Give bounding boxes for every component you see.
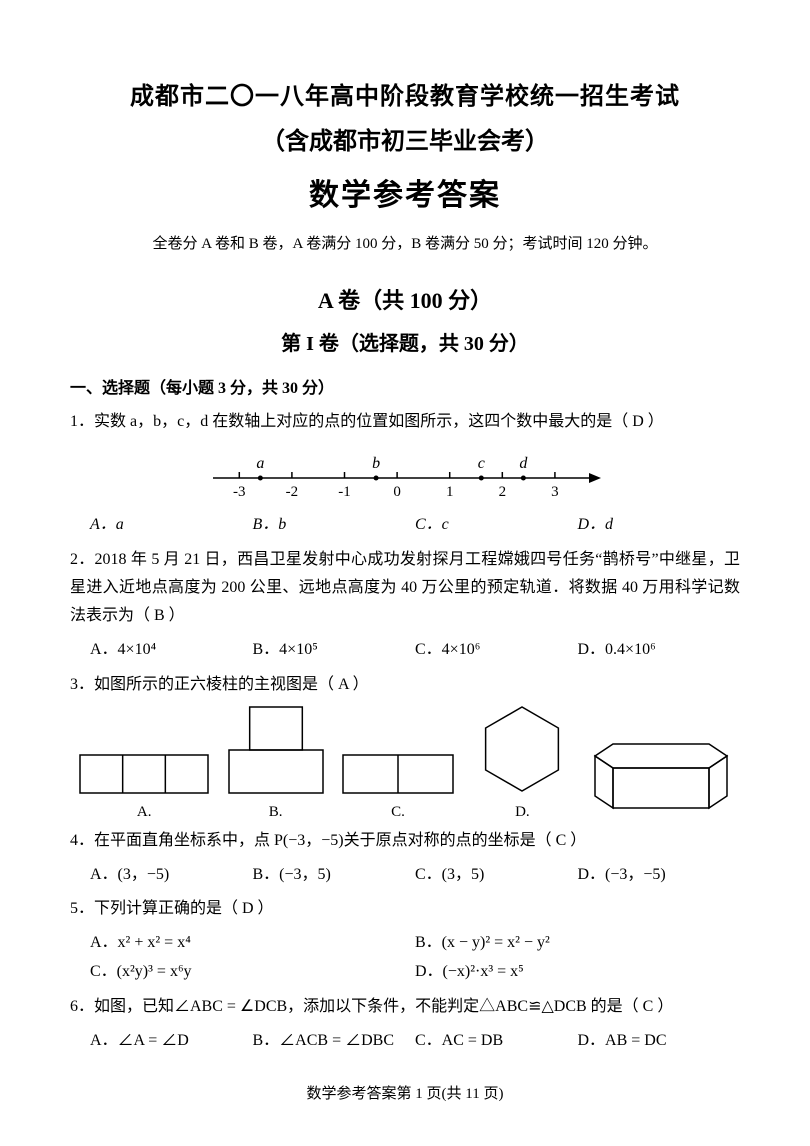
svg-text:a: a: [256, 455, 264, 472]
q2-opt-a: A．4×10⁴: [90, 636, 253, 665]
svg-text:-3: -3: [233, 484, 246, 500]
svg-text:-2: -2: [286, 484, 299, 500]
q1-options: A．a B．b C．c D．d: [90, 511, 740, 540]
mc-heading: 一、选择题（每小题 3 分，共 30 分）: [70, 374, 740, 398]
q5-opt-c: C．(x²y)³ = x⁶y: [90, 958, 415, 987]
q5-stem: 5．下列计算正确的是（ D ）: [70, 895, 740, 923]
page: 成都市二〇一八年高中阶段教育学校统一招生考试 （含成都市初三毕业会考） 数学参考…: [0, 0, 810, 1146]
q5-opt-d: D．(−x)²·x³ = x⁵: [415, 958, 740, 987]
q3-shape-a: A.: [79, 705, 209, 821]
q6-opt-b: B．∠ACB = ∠DBC: [253, 1027, 416, 1056]
q3-shape-b: B.: [228, 705, 324, 821]
q4-opt-b: B．(−3，5): [253, 861, 416, 890]
q3-label-b: B.: [228, 804, 324, 821]
q3-stem: 3．如图所示的正六棱柱的主视图是（ A ）: [70, 671, 740, 699]
exam-info: 全卷分 A 卷和 B 卷，A 卷满分 100 分，B 卷满分 50 分；考试时间…: [70, 232, 740, 253]
q1-opt-d: D．d: [578, 511, 741, 540]
svg-text:0: 0: [393, 484, 401, 500]
q2-opt-b: B．4×10⁵: [253, 636, 416, 665]
q1-opt-b: B．b: [253, 511, 416, 540]
title-line-3: 数学参考答案: [70, 170, 740, 214]
q2-opt-d: D．0.4×10⁶: [578, 636, 741, 665]
part1-label: 第 I 卷（选择题，共 30 分）: [70, 327, 740, 356]
q1-stem: 1．实数 a，b，c，d 在数轴上对应的点的位置如图所示，这四个数中最大的是（ …: [70, 408, 740, 436]
svg-text:2: 2: [499, 484, 507, 500]
svg-text:b: b: [372, 455, 380, 472]
q6-stem: 6．如图，已知∠ABC = ∠DCB，添加以下条件，不能判定△ABC≌△DCB …: [70, 993, 740, 1021]
q6-opt-c: C．AC = DB: [415, 1027, 578, 1056]
q4-opt-c: C．(3，5): [415, 861, 578, 890]
svg-text:1: 1: [446, 484, 454, 500]
q2-options: A．4×10⁴ B．4×10⁵ C．4×10⁶ D．0.4×10⁶: [90, 636, 740, 665]
q6-opt-d: D．AB = DC: [578, 1027, 741, 1056]
q2-opt-c: C．4×10⁶: [415, 636, 578, 665]
q1-number-line: -3 -2 -1 0 1 2 3 a b c d: [70, 442, 740, 507]
title-line-1: 成都市二〇一八年高中阶段教育学校统一招生考试: [70, 76, 740, 111]
q1-opt-a: A．a: [90, 511, 253, 540]
number-line-svg: -3 -2 -1 0 1 2 3 a b c d: [195, 442, 615, 502]
q6-opt-a: A．∠A = ∠D: [90, 1027, 253, 1056]
q2-stem: 2．2018 年 5 月 21 日，西昌卫星发射中心成功发射探月工程嫦娥四号任务…: [70, 546, 740, 630]
q3-label-a: A.: [79, 804, 209, 821]
q4-opt-d: D．(−3，−5): [578, 861, 741, 890]
q3-label-c: C.: [342, 804, 454, 821]
q4-stem: 4．在平面直角坐标系中，点 P(−3，−5)关于原点对称的点的坐标是（ C ）: [70, 827, 740, 855]
shape-rect3-icon: [79, 705, 209, 795]
q3-shape-solid: [591, 722, 731, 821]
q4-options: A．(3，−5) B．(−3，5) C．(3，5) D．(−3，−5): [90, 861, 740, 890]
q5-options: A．x² + x² = x⁴ B．(x − y)² = x² − y² C．(x…: [90, 929, 740, 987]
svg-text:-1: -1: [338, 484, 351, 500]
shape-hexagon-icon: [472, 705, 572, 795]
svg-text:d: d: [519, 455, 528, 472]
shape-hexprism-icon: [591, 722, 731, 812]
svg-text:c: c: [478, 455, 485, 472]
shape-rectT-icon: [228, 705, 324, 795]
q5-opt-b: B．(x − y)² = x² − y²: [415, 929, 740, 958]
q3-label-d: D.: [472, 804, 572, 821]
q3-shape-c: C.: [342, 705, 454, 821]
q3-shape-d: D.: [472, 705, 572, 821]
svg-text:3: 3: [551, 484, 559, 500]
page-footer: 数学参考答案第 1 页(共 11 页): [70, 1082, 740, 1103]
q6-options: A．∠A = ∠D B．∠ACB = ∠DBC C．AC = DB D．AB =…: [90, 1027, 740, 1056]
title-line-2: （含成都市初三毕业会考）: [70, 121, 740, 156]
q3-shapes: A. B. C. D.: [70, 705, 740, 821]
q5-opt-a: A．x² + x² = x⁴: [90, 929, 415, 958]
shape-rect2-icon: [342, 705, 454, 795]
section-a-label: A 卷（共 100 分）: [70, 283, 740, 315]
q1-opt-c: C．c: [415, 511, 578, 540]
q4-opt-a: A．(3，−5): [90, 861, 253, 890]
